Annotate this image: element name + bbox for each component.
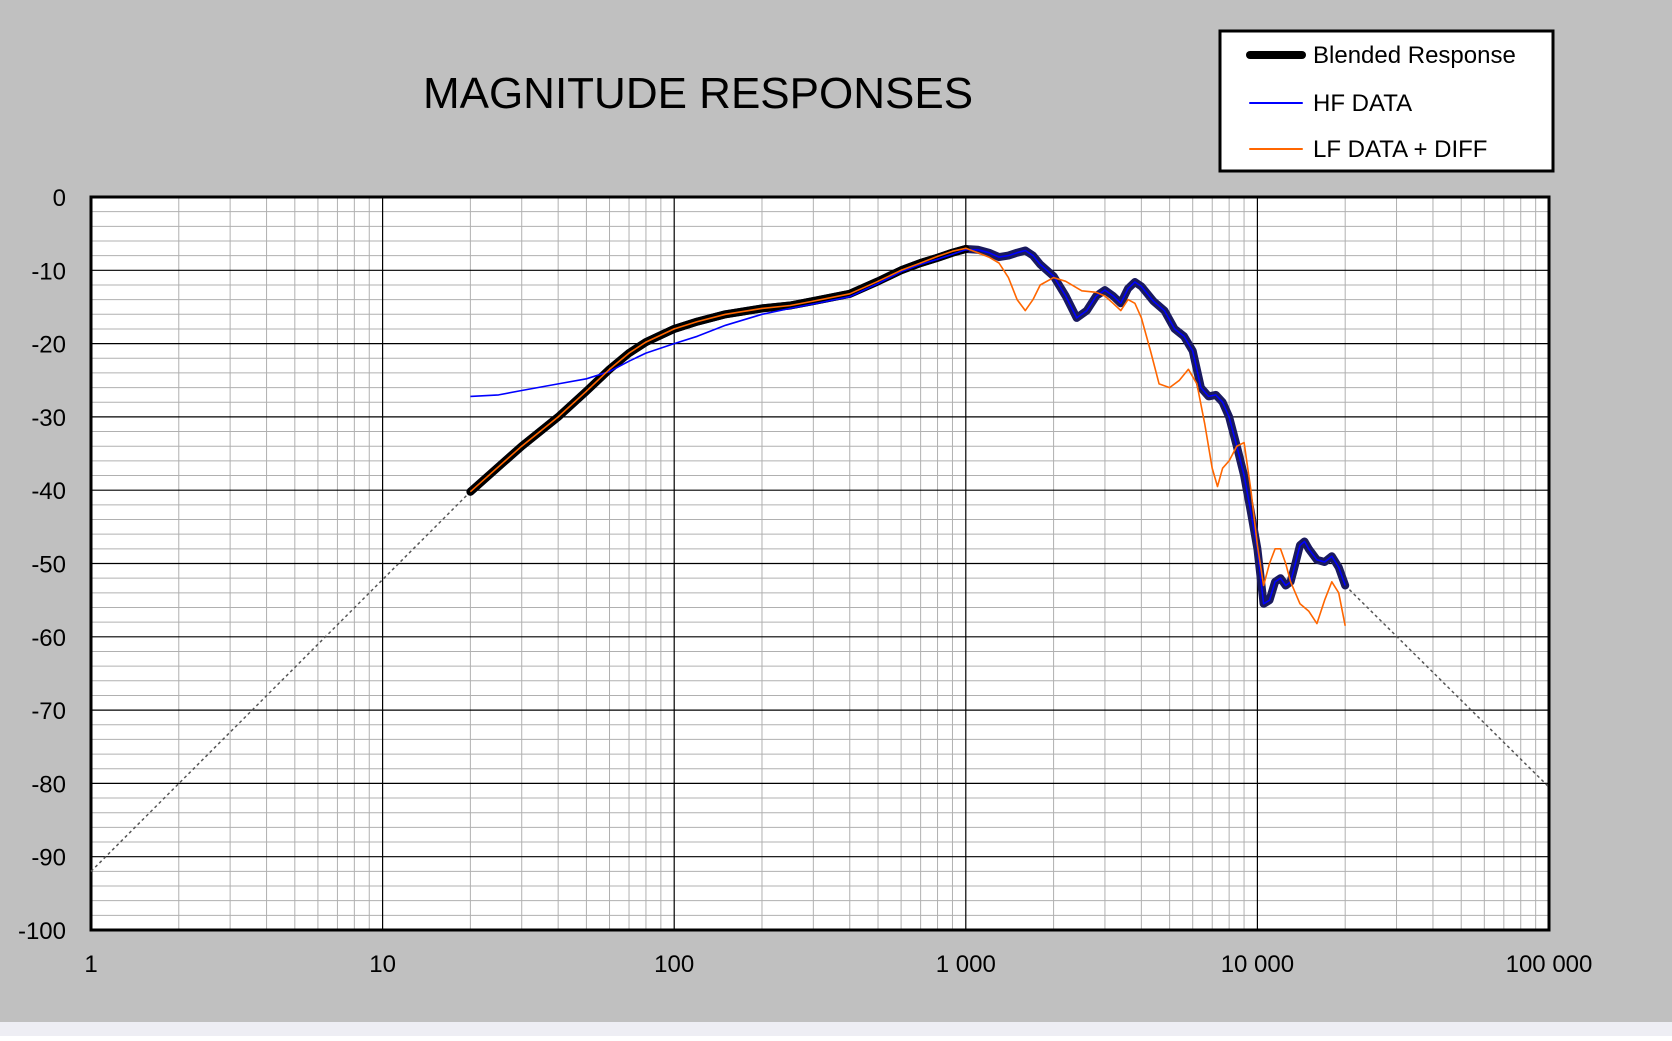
x-tick-label: 10	[369, 951, 396, 978]
x-tick-label: 10 000	[1221, 951, 1294, 978]
y-tick-label: -100	[18, 918, 66, 945]
y-tick-label: -50	[31, 552, 66, 579]
plot-border	[89, 195, 1551, 932]
x-tick-label: 100	[654, 951, 694, 978]
y-tick-label: -70	[31, 698, 66, 725]
y-tick-label: -40	[31, 478, 66, 505]
grid	[90, 196, 1550, 931]
bottom-strip	[0, 1022, 1672, 1036]
y-tick-label: -20	[31, 332, 66, 359]
y-tick-label: -90	[31, 845, 66, 872]
hf-data-line	[470, 249, 1346, 605]
legend: Blended Response HF DATA LF DATA + DIFF	[1218, 29, 1555, 173]
legend-lf-label: LF DATA + DIFF	[1313, 136, 1487, 163]
y-tick-label: 0	[53, 185, 66, 212]
series-group	[90, 245, 1550, 872]
chart-title: MAGNITUDE RESPONSES	[423, 69, 973, 118]
y-tick-label: -80	[31, 771, 66, 798]
y-tick-label: -10	[31, 258, 66, 285]
legend-blended-label: Blended Response	[1313, 42, 1516, 69]
y-tick-label: -60	[31, 625, 66, 652]
y-tick-label: -30	[31, 405, 66, 432]
x-tick-label: 1 000	[936, 951, 996, 978]
x-tick-label: 100 000	[1506, 951, 1593, 978]
x-tick-label: 1	[84, 951, 97, 978]
legend-hf-label: HF DATA	[1313, 90, 1412, 117]
lf-data-diff-line	[469, 247, 1346, 626]
plot-area: 0 -10 -20 -30 -40 -50 -60 -70 -80 -90 -100 1 10 100 1 …	[18, 185, 1592, 978]
